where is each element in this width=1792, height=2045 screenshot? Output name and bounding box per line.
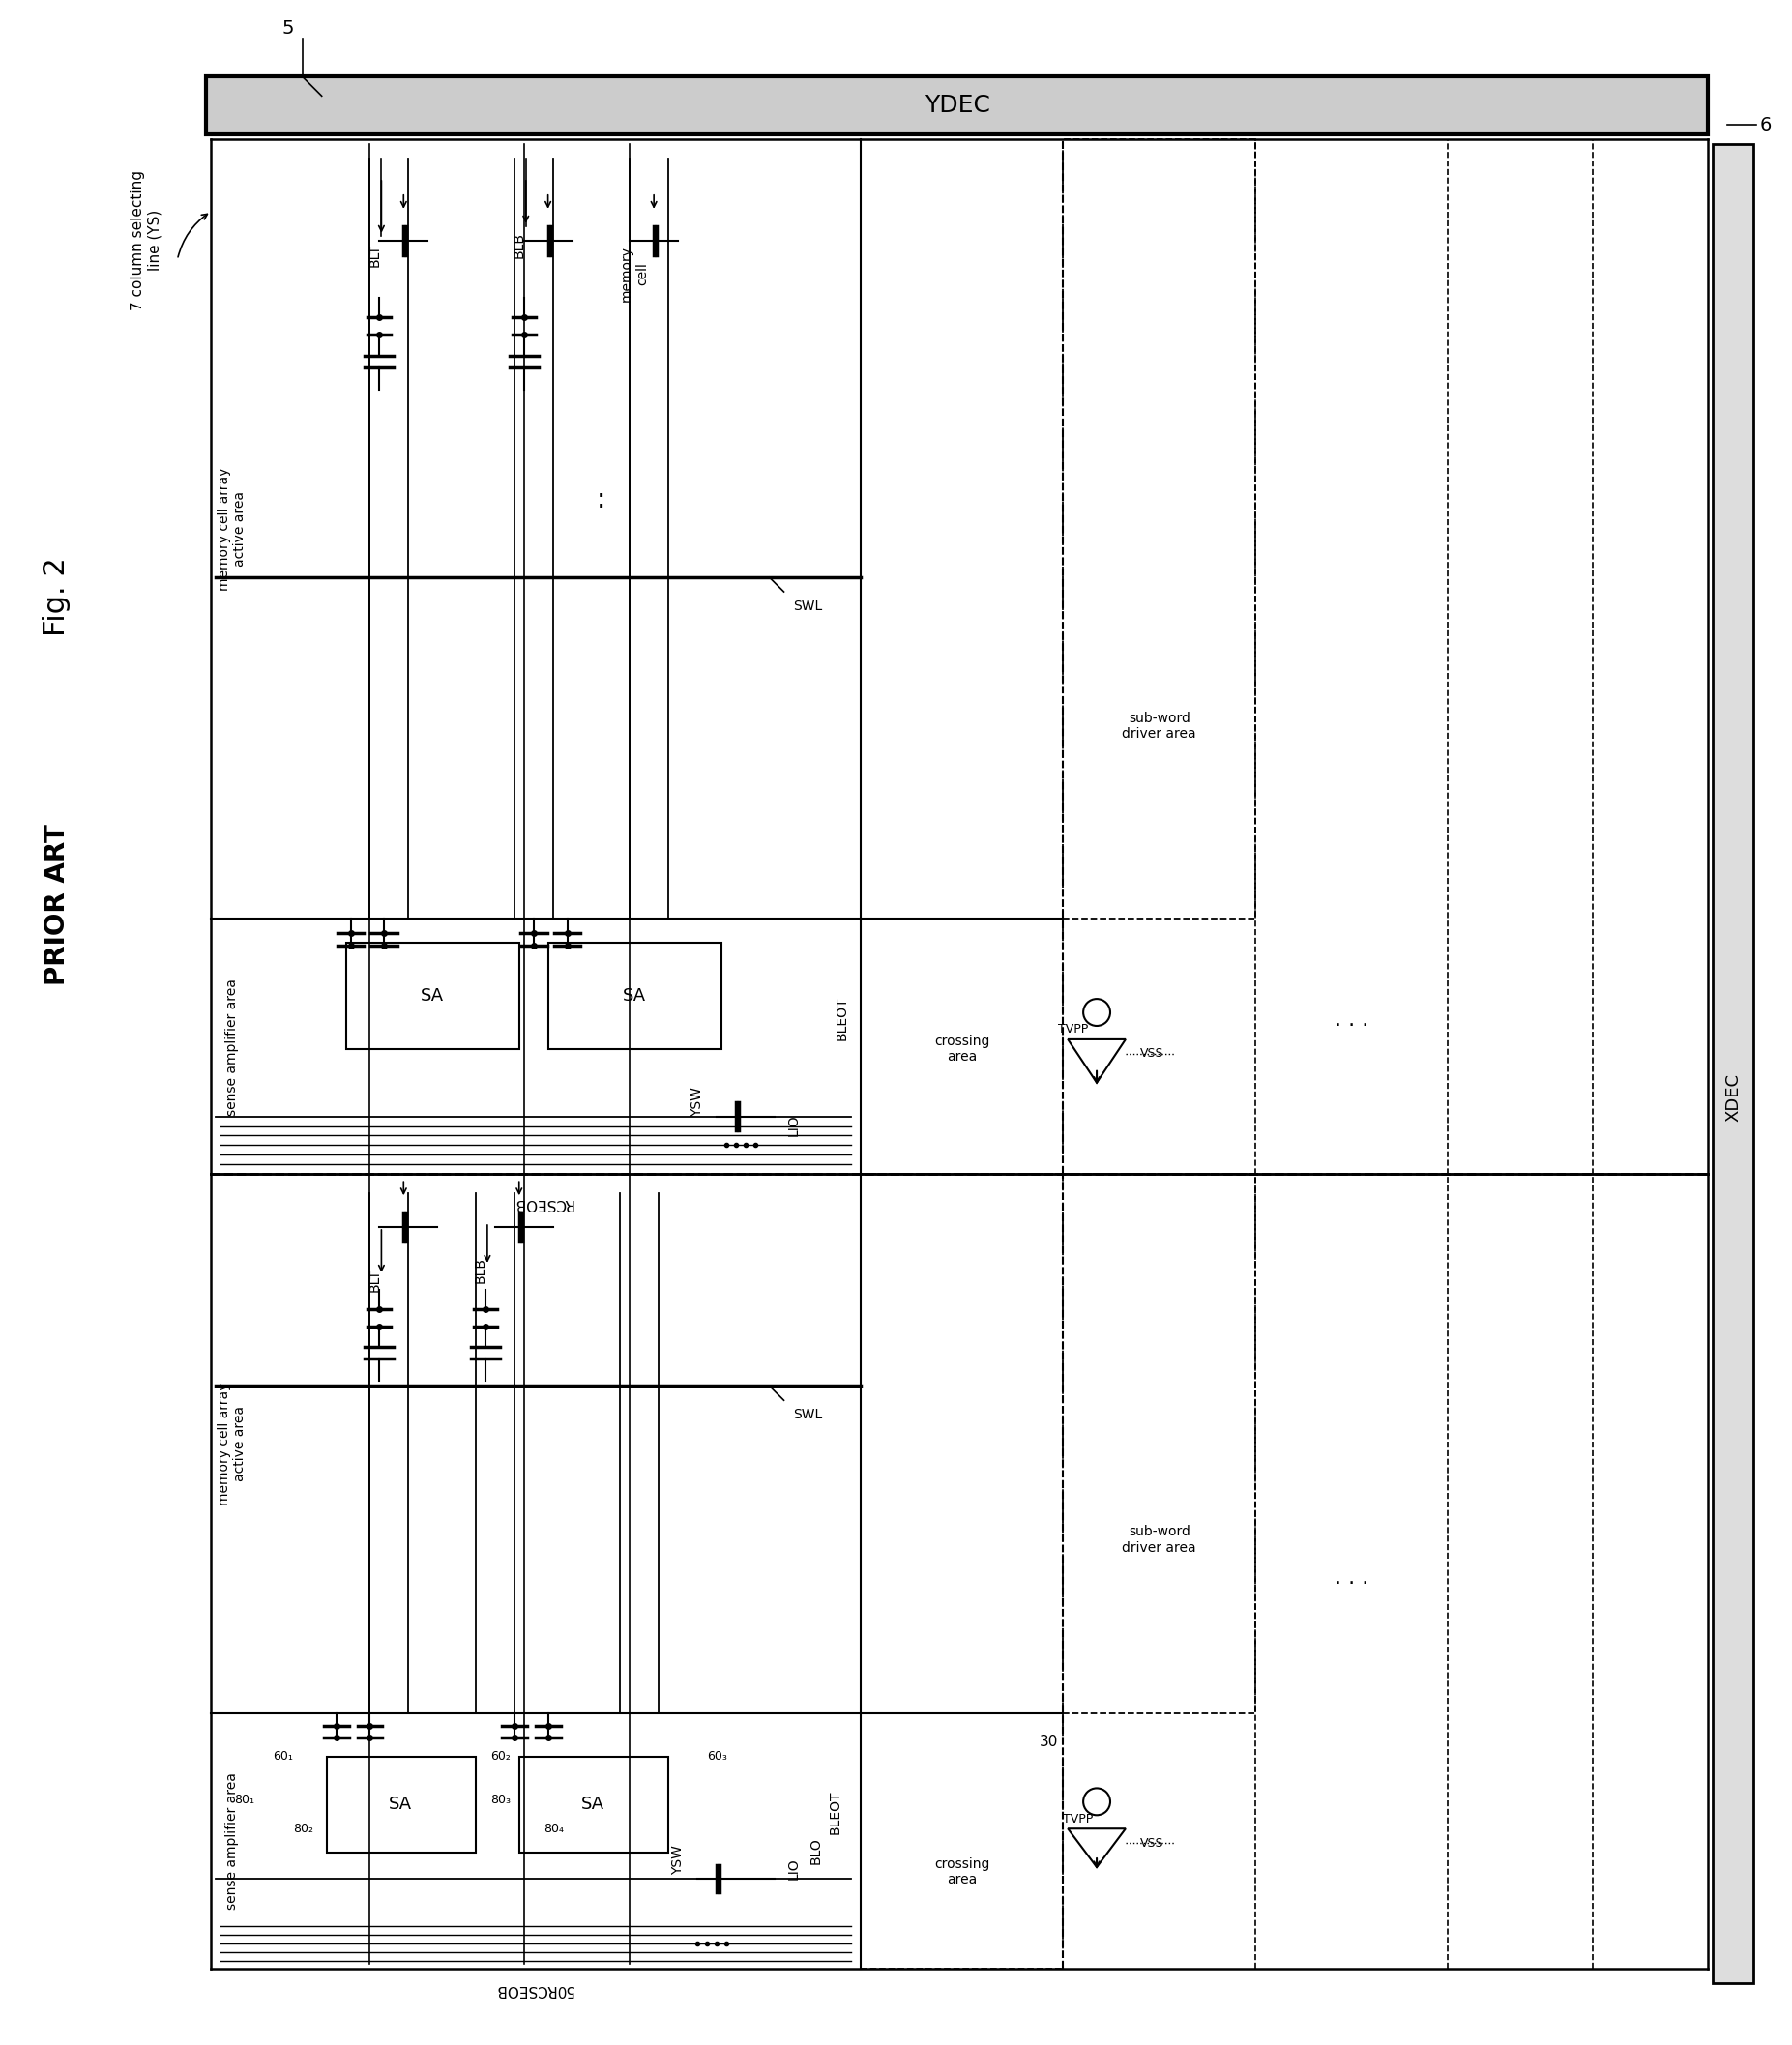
Text: crossing
area: crossing area xyxy=(934,1857,989,1888)
Text: YSW: YSW xyxy=(690,1088,704,1117)
Text: TVPP: TVPP xyxy=(1059,1022,1088,1037)
Text: 7 column selecting
line (YS): 7 column selecting line (YS) xyxy=(131,170,163,311)
Text: BLT: BLT xyxy=(367,243,382,266)
Bar xyxy=(860,1714,1063,1967)
Text: TVPP: TVPP xyxy=(1063,1812,1093,1826)
Text: BLB: BLB xyxy=(473,1258,487,1284)
Bar xyxy=(346,943,520,1049)
Text: LIO: LIO xyxy=(787,1859,801,1879)
Text: 80₃: 80₃ xyxy=(491,1793,511,1806)
Bar xyxy=(326,1757,475,1853)
Text: sense amplifier area: sense amplifier area xyxy=(226,978,238,1117)
Text: 80₂: 80₂ xyxy=(292,1822,314,1834)
Text: BLO: BLO xyxy=(808,1836,823,1865)
Text: XDEC: XDEC xyxy=(1724,1074,1742,1121)
Text: 80₄: 80₄ xyxy=(543,1822,563,1834)
Text: YSW: YSW xyxy=(672,1845,685,1875)
Text: BLEOT: BLEOT xyxy=(828,1789,842,1834)
Text: sense amplifier area: sense amplifier area xyxy=(226,1773,238,1910)
Bar xyxy=(520,1757,668,1853)
Text: crossing
area: crossing area xyxy=(934,1035,989,1063)
Bar xyxy=(860,918,1063,1174)
Text: sub-word
driver area: sub-word driver area xyxy=(1122,712,1197,740)
Bar xyxy=(1713,143,1753,1984)
Text: . . .: . . . xyxy=(1335,1010,1369,1031)
Text: SA: SA xyxy=(389,1796,412,1814)
Text: BLT: BLT xyxy=(367,1268,382,1292)
Text: PRIOR ART: PRIOR ART xyxy=(43,824,70,986)
Bar xyxy=(1063,139,1256,918)
Text: 30: 30 xyxy=(1039,1734,1057,1748)
Text: memory cell array
active area: memory cell array active area xyxy=(217,468,247,591)
Text: 80₁: 80₁ xyxy=(235,1793,254,1806)
Text: SWL: SWL xyxy=(794,599,823,614)
Text: 60₃: 60₃ xyxy=(706,1751,728,1763)
Text: BLEOT: BLEOT xyxy=(835,996,848,1041)
Text: memory
cell: memory cell xyxy=(620,245,649,303)
Bar xyxy=(1063,1174,1256,1714)
Text: . . .: . . . xyxy=(1335,1569,1369,1589)
Text: 6: 6 xyxy=(1760,117,1772,135)
Text: SA: SA xyxy=(582,1796,606,1814)
Text: 60₁: 60₁ xyxy=(272,1751,292,1763)
Text: memory cell array
active area: memory cell array active area xyxy=(217,1382,247,1505)
Text: RCSEOB: RCSEOB xyxy=(513,1196,573,1211)
Bar xyxy=(206,78,1708,135)
Text: VSS: VSS xyxy=(1140,1836,1163,1849)
Text: VSS: VSS xyxy=(1140,1047,1163,1059)
Text: LIO: LIO xyxy=(787,1115,801,1135)
Text: Fig. 2: Fig. 2 xyxy=(43,556,72,636)
Text: BLB: BLB xyxy=(513,233,525,258)
Text: SA: SA xyxy=(624,988,647,1004)
Text: :: : xyxy=(597,487,606,513)
Text: SWL: SWL xyxy=(794,1407,823,1421)
Text: 60₂: 60₂ xyxy=(491,1751,511,1763)
Text: 5: 5 xyxy=(281,20,294,39)
Text: sub-word
driver area: sub-word driver area xyxy=(1122,1526,1197,1554)
Text: 50RCSEOB: 50RCSEOB xyxy=(495,1982,573,1996)
Text: YDEC: YDEC xyxy=(925,94,989,117)
Text: SA: SA xyxy=(421,988,444,1004)
Bar xyxy=(548,943,720,1049)
